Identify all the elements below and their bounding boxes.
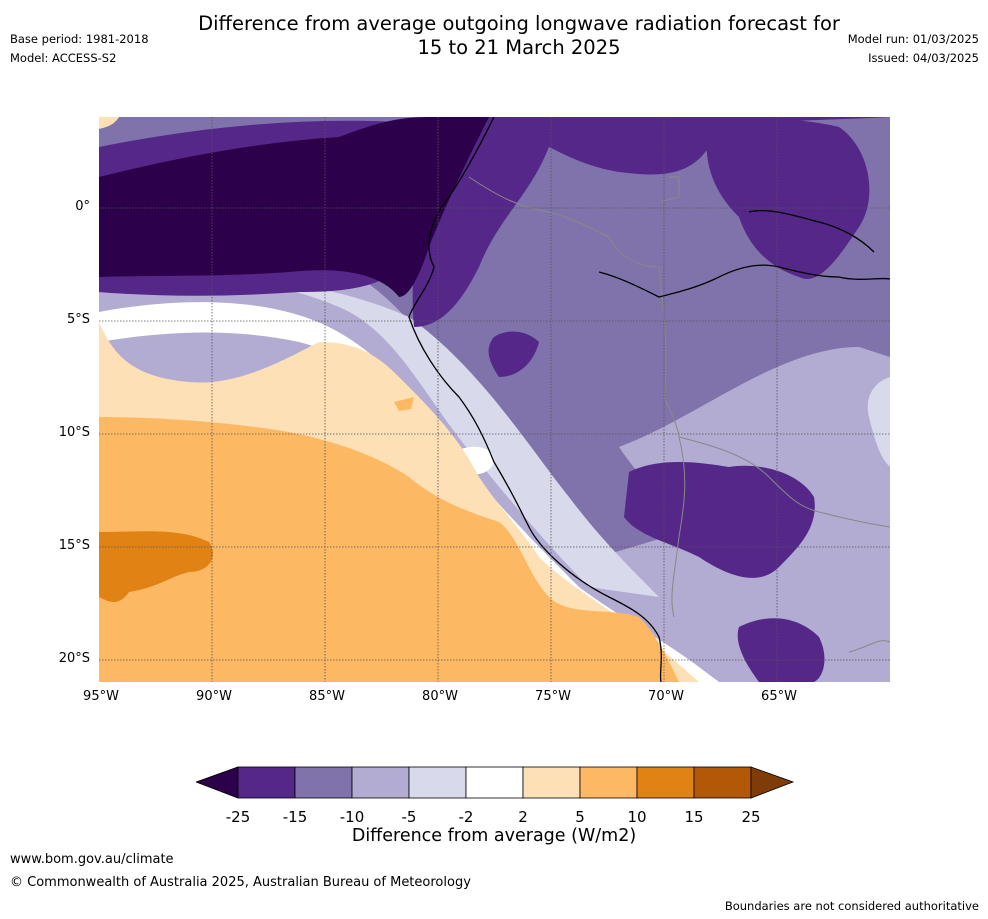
colorbar-label: 10	[627, 808, 647, 826]
issued-date: Issued: 04/03/2025	[868, 51, 979, 65]
page-title: Difference from average outgoing longwav…	[0, 12, 988, 60]
colorbar	[196, 766, 794, 799]
colorbar-segment-1	[237, 766, 296, 799]
colorbar-segment-2	[294, 766, 353, 799]
lon-label-70w: 70°W	[648, 689, 684, 704]
lat-label-20s: 20°S	[58, 651, 90, 666]
colorbar-label: 15	[684, 808, 704, 826]
lon-label-75w: 75°W	[535, 689, 571, 704]
colorbar-label: -5	[401, 808, 417, 826]
coastlines	[408, 117, 890, 682]
band-minus25-minus15-se	[737, 618, 825, 682]
lat-label-5s: 5°S	[66, 312, 90, 327]
colorbar-segment-6	[522, 766, 581, 799]
base-period: Base period: 1981-2018	[10, 32, 149, 46]
band-minus5-minus2-east	[867, 377, 890, 467]
colorbar-title: Difference from average (W/m2)	[351, 826, 637, 846]
band-minus5-minus2	[99, 277, 659, 597]
country-borders	[468, 176, 890, 653]
copyright-notice: © Commonwealth of Australia 2025, Austra…	[10, 875, 471, 890]
band-minus25-minus15-nw	[412, 117, 890, 327]
title-line-2: 15 to 21 March 2025	[417, 36, 621, 59]
colorbar-label: -2	[458, 808, 474, 826]
colorbar-segment-9	[693, 766, 752, 799]
colorbar-label: 25	[741, 808, 761, 826]
colorbar-segment-8	[636, 766, 695, 799]
olr-anomaly-map	[99, 117, 890, 682]
colorbar-label: -15	[282, 808, 308, 826]
band-plus5-plus10-patch	[394, 397, 414, 411]
colorbar-arrow-high	[750, 766, 794, 799]
lon-label-85w: 85°W	[309, 689, 345, 704]
website-link[interactable]: www.bom.gov.au/climate	[10, 852, 174, 867]
lat-label-15s: 15°S	[58, 538, 90, 553]
band-lt-minus25	[99, 117, 489, 297]
colorbar-label: 5	[575, 808, 585, 826]
colorbar-segment-7	[579, 766, 638, 799]
model-run: Model run: 01/03/2025	[847, 32, 979, 46]
band-minus25-minus15-south	[624, 462, 815, 578]
colorbar-arrow-low	[196, 766, 239, 799]
colorbar-segment-4	[408, 766, 467, 799]
colorbar-segment-5	[465, 766, 524, 799]
band-plus5-plus10	[99, 417, 679, 682]
band-minus25-minus15-east	[706, 117, 870, 279]
colorbar-label: 2	[518, 808, 528, 826]
title-line-1: Difference from average outgoing longwav…	[198, 12, 840, 35]
lat-label-10s: 10°S	[58, 425, 90, 440]
band-plus10-plus15	[99, 531, 213, 602]
lon-label-80w: 80°W	[422, 689, 458, 704]
lon-label-90w: 90°W	[196, 689, 232, 704]
lat-label-0: 0°	[75, 199, 90, 214]
colorbar-segment-3	[351, 766, 410, 799]
lon-label-65w: 65°W	[761, 689, 797, 704]
colorbar-label: -10	[339, 808, 365, 826]
band-plus2-plus5-patch	[99, 117, 119, 129]
boundaries-disclaimer: Boundaries are not considered authoritat…	[724, 899, 979, 913]
gridlines	[99, 117, 890, 682]
band-minus10-minus5-east	[699, 378, 890, 517]
band-minus25-minus15-mid	[488, 331, 539, 377]
colorbar-label: -25	[225, 808, 251, 826]
model-name: Model: ACCESS-S2	[10, 51, 117, 65]
lon-label-95w: 95°W	[83, 689, 119, 704]
